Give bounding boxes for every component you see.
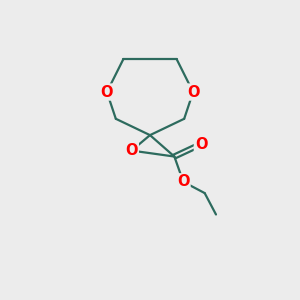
Text: O: O (195, 136, 207, 152)
Text: O: O (177, 174, 190, 189)
Text: O: O (101, 85, 113, 100)
Text: O: O (125, 143, 138, 158)
Text: O: O (187, 85, 199, 100)
